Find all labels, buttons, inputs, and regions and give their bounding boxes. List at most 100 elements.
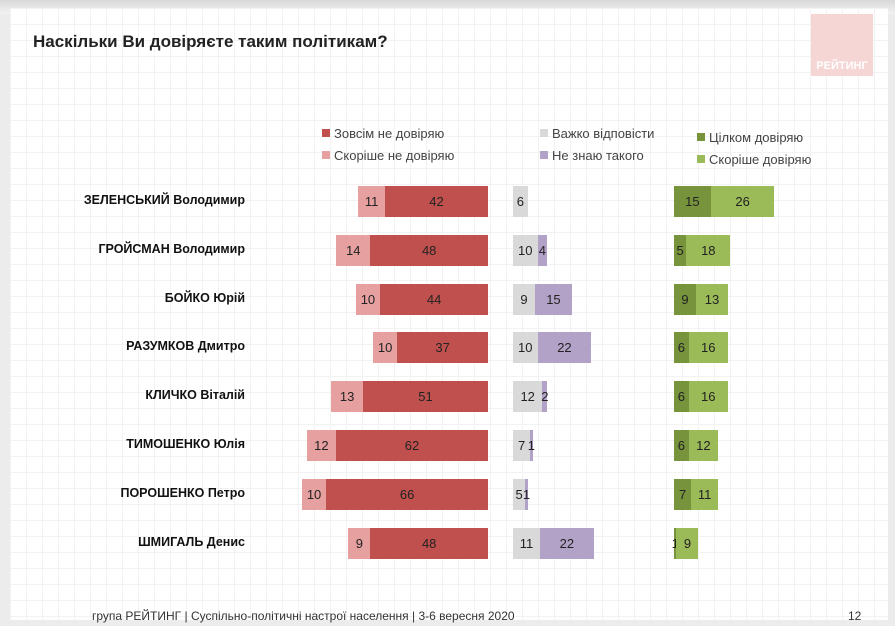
data-label: 10 (360, 291, 376, 307)
bar-rather-trust: 26 (710, 186, 775, 217)
bar-fully-trust: 1 (671, 527, 679, 559)
bar-no-trust-at-all: 42 (385, 186, 488, 217)
bar-dont-know: 15 (535, 283, 572, 315)
legend-item: Скоріше не довіряю (322, 148, 454, 163)
bar-rather-no-trust: 10 (301, 478, 327, 510)
data-label: 4 (538, 242, 547, 258)
bar-dont-know: 4 (537, 234, 548, 266)
data-label: 48 (421, 242, 437, 258)
bar-dont-know: 22 (537, 332, 592, 364)
bar-no-trust-at-all: 66 (326, 478, 488, 510)
category-label: ГРОЙСМАН Володимир (98, 241, 245, 256)
data-label: 5 (676, 242, 684, 258)
data-label: 9 (355, 535, 363, 551)
chart-title: Наскільки Ви довіряєте таким політикам? (33, 32, 388, 51)
data-label: 18 (701, 242, 716, 258)
data-label: 10 (518, 242, 533, 258)
bar-dont-know: 1 (522, 478, 531, 510)
data-label: 37 (435, 340, 450, 356)
bar-rather-trust: 16 (688, 332, 728, 364)
bar-fully-trust: 15 (674, 186, 711, 217)
page-number: 12 (848, 609, 862, 623)
legend-label: Цілком довіряю (709, 130, 804, 145)
bar-dont-know: 1 (527, 430, 535, 461)
bar-rather-no-trust: 10 (355, 283, 381, 315)
legend-label: Не знаю такого (552, 148, 644, 163)
category-label: КЛИЧКО Віталій (145, 388, 245, 403)
bar-rather-no-trust: 11 (358, 186, 386, 217)
bar-fully-trust: 6 (674, 430, 689, 461)
rating-logo: РЕЙТИНГ (811, 14, 873, 76)
legend-item: Скоріше довіряю (697, 152, 811, 167)
data-label: 11 (519, 535, 534, 551)
data-label: 10 (518, 340, 533, 356)
bar-hard-to-answer: 12 (513, 381, 543, 413)
bar-rather-no-trust: 13 (331, 381, 364, 413)
bar-no-trust-at-all: 51 (363, 381, 488, 413)
bar-rather-trust: 18 (686, 234, 731, 266)
bar-no-trust-at-all: 62 (336, 430, 488, 461)
category-label: РАЗУМКОВ Дмитро (126, 339, 245, 354)
data-label: 6 (677, 438, 685, 453)
bar-hard-to-answer: 10 (513, 234, 538, 266)
legend-swatch (697, 155, 705, 163)
category-label: ШМИГАЛЬ Денис (138, 534, 245, 549)
legend-label: Важко відповісти (552, 126, 655, 141)
data-label: 22 (557, 340, 572, 356)
bar-hard-to-answer: 10 (513, 332, 538, 364)
data-label: 13 (704, 291, 720, 307)
legend-label: Скоріше довіряю (709, 152, 812, 167)
bar-hard-to-answer: 11 (513, 527, 540, 559)
data-label: 1 (522, 486, 531, 502)
legend-swatch (322, 129, 330, 137)
bar-no-trust-at-all: 37 (397, 332, 488, 364)
bar-dont-know: 22 (539, 527, 594, 559)
category-label: ЗЕЛЕНСЬКИЙ Володимир (83, 193, 245, 207)
bar-rather-no-trust: 14 (336, 234, 371, 266)
legend-swatch (540, 151, 548, 159)
bar-rather-trust: 16 (688, 381, 728, 413)
bar-fully-trust: 6 (674, 381, 689, 413)
data-label: 22 (559, 535, 575, 551)
bar-hard-to-answer: 5 (513, 478, 526, 510)
footer: група РЕЙТИНГ | Суспільно-політичні наст… (92, 609, 515, 623)
data-label: 11 (697, 486, 712, 502)
legend-label: Зовсім не довіряю (334, 126, 445, 141)
data-label: 12 (696, 438, 711, 453)
bar-rather-no-trust: 12 (306, 430, 337, 461)
data-label: 9 (681, 291, 689, 307)
legend-swatch (540, 129, 548, 137)
bar-hard-to-answer: 6 (513, 186, 528, 217)
data-label: 6 (677, 389, 685, 405)
data-label: 14 (346, 242, 361, 258)
bar-rather-trust: 9 (676, 527, 699, 559)
data-label: 9 (520, 291, 528, 307)
data-label: 15 (546, 291, 561, 307)
data-label: 12 (520, 389, 535, 405)
data-label: 6 (516, 194, 524, 209)
bar-fully-trust: 6 (674, 332, 689, 364)
data-label: 10 (306, 486, 322, 502)
data-label: 51 (418, 389, 433, 405)
bar-no-trust-at-all: 44 (380, 283, 488, 315)
bar-fully-trust: 7 (674, 478, 692, 510)
data-label: 1 (671, 535, 679, 551)
data-label: 7 (678, 486, 687, 502)
data-label: 66 (399, 486, 415, 502)
data-label: 9 (683, 535, 692, 551)
bar-hard-to-answer: 7 (513, 430, 531, 461)
data-label: 1 (527, 438, 535, 453)
data-label: 44 (426, 291, 442, 307)
logo-text: РЕЙТИНГ (816, 60, 868, 72)
bar-rather-trust: 13 (696, 283, 728, 315)
legend-label: Скоріше не довіряю (334, 148, 455, 163)
data-label: 13 (339, 389, 355, 405)
legend-item: Не знаю такого (540, 148, 644, 163)
category-label: ПОРОШЕНКО Петро (120, 485, 245, 500)
data-label: 48 (421, 535, 437, 551)
bar-rather-no-trust: 9 (348, 527, 371, 559)
data-label: 42 (429, 194, 444, 209)
data-label: 26 (735, 194, 750, 209)
category-label: БОЙКО Юрій (164, 290, 245, 305)
data-label: 16 (701, 389, 716, 405)
